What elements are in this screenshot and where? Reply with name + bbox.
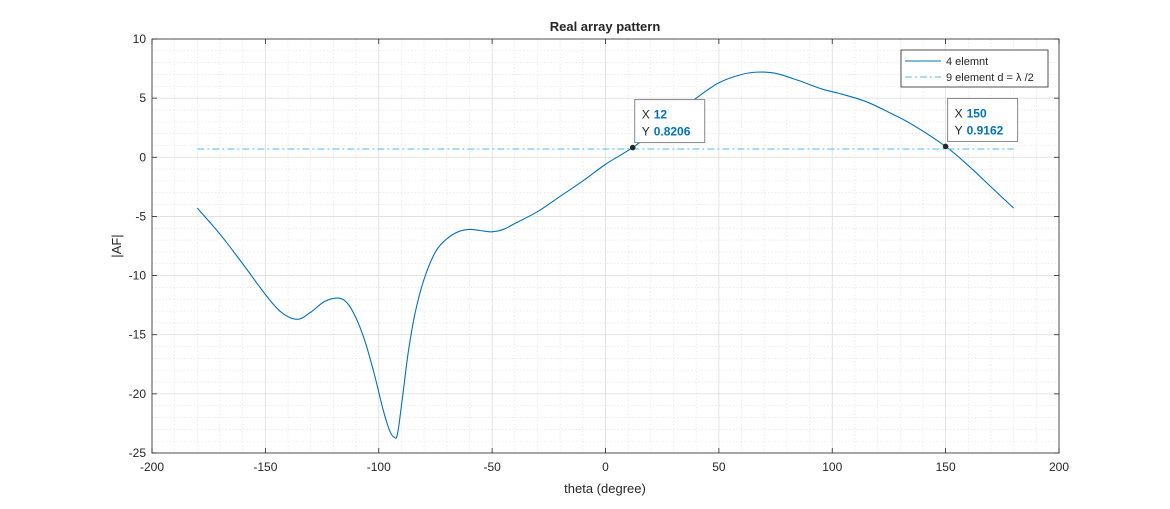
series-layer — [196, 71, 1015, 439]
y-tick-label: 0 — [139, 150, 146, 164]
x-tick-label: 50 — [712, 460, 726, 474]
datatip-y-label: Y — [642, 125, 650, 139]
x-tick-label: 100 — [822, 460, 842, 474]
plot-axes[interactable]: -200 -150 -100 -50 0 50 100 150 200 -25-20-15-10… — [129, 32, 1070, 474]
datatip-y-value: 0.8206 — [654, 125, 691, 139]
datatip: X 12 Y 0.8206 — [629, 99, 706, 151]
y-tick-label: 10 — [133, 32, 147, 46]
legend-box — [900, 49, 1049, 88]
minor-grid — [152, 39, 1059, 453]
y-axis-ticks: -25 -20 -15 -10 -5 0 5 10 — [129, 32, 1059, 460]
datatip: X 150 Y 0.9162 — [942, 97, 1019, 150]
x-tick-label: -150 — [253, 460, 277, 474]
x-tick-label: -50 — [483, 460, 501, 474]
datatip-y-label: Y — [955, 123, 963, 137]
legend-label-1: 9 element d = λ /2 — [946, 72, 1034, 84]
x-tick-label: 200 — [1049, 460, 1069, 474]
datatip-marker — [942, 143, 949, 150]
y-tick-label: -25 — [129, 446, 147, 460]
x-tick-label: -100 — [367, 460, 391, 474]
datatip-x-label: X — [642, 108, 650, 122]
x-tick-label: 150 — [936, 460, 956, 474]
datatip-x-value: 150 — [967, 106, 987, 120]
legend[interactable]: 4 elemnt 9 element d = λ /2 — [900, 49, 1049, 88]
series-line-0 — [196, 71, 1015, 439]
x-axis-label: theta (degree) — [564, 481, 646, 496]
chart-title: Real array pattern — [550, 19, 661, 34]
legend-label-0: 4 elemnt — [946, 56, 988, 68]
datatip-box — [634, 99, 706, 144]
datatip-box — [947, 97, 1019, 142]
datatip-x-value: 12 — [654, 108, 668, 122]
datatip-y-value: 0.9162 — [967, 123, 1004, 137]
y-tick-label: 5 — [139, 91, 146, 105]
y-tick-label: -10 — [129, 269, 147, 283]
x-tick-label: 0 — [602, 460, 609, 474]
annotation-layer: X 12 Y 0.8206 X 150 Y 0.9162 — [629, 97, 1019, 151]
datatip-x-label: X — [955, 106, 963, 120]
x-axis-ticks: -200 -150 -100 -50 0 50 100 150 200 — [140, 39, 1069, 474]
y-tick-label: -15 — [129, 328, 147, 342]
y-tick-label: -20 — [129, 387, 147, 401]
y-tick-label: -5 — [135, 209, 146, 223]
y-axis-label: |AF| — [109, 234, 124, 257]
datatip-marker — [629, 144, 636, 151]
x-tick-label: -200 — [140, 460, 164, 474]
